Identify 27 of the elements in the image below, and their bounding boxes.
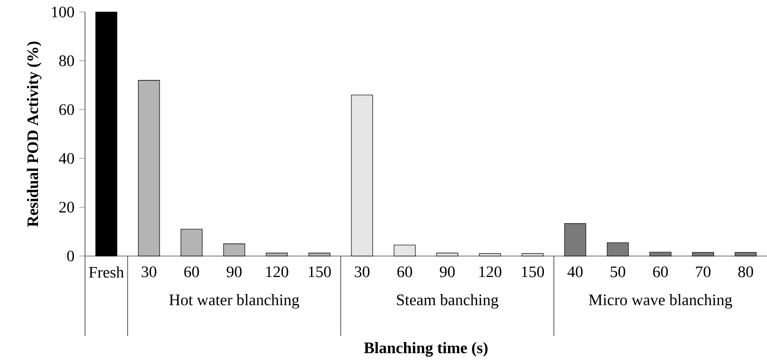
text: Hot water blanching [169,294,300,309]
y-tick-label: 100 [52,6,74,18]
x-tick-label: 60 [184,266,199,278]
x-axis-title: Blanching time (s) [364,342,488,357]
text: Steam banching [397,294,498,309]
x-tick-label: 60 [653,266,668,278]
y-tick-label: 80 [59,55,74,66]
x-tick-label: 30 [354,266,370,278]
y-tick-label: 60 [59,104,74,115]
x-tick-label: 30 [142,266,156,278]
x-tick-label: 80 [738,266,754,278]
x-tick-label: Fresh [89,266,124,278]
x-tick-label: 150 [522,266,544,278]
y-tick-label: 20 [59,202,74,213]
x-tick-label: 60 [397,266,412,278]
y-tick-label: 40 [58,153,74,164]
text: Micro wave blanching [588,294,732,309]
x-tick-label: 150 [308,266,331,278]
x-tick-label: 90 [440,266,455,278]
y-tick-label: 0 [67,250,74,262]
x-tick-label: 120 [479,266,502,278]
y-axis-title: Residual POD Activity (%) [26,42,42,227]
x-tick-label: 40 [568,266,583,278]
x-tick-label: 90 [226,266,242,278]
x-tick-label: 120 [266,266,288,278]
x-tick-label: 50 [610,266,626,278]
x-tick-label: 70 [696,266,710,278]
